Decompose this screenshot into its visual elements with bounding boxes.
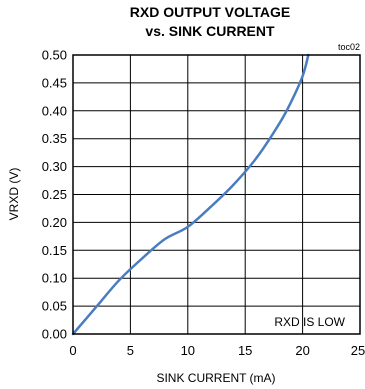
y-tick-labels: 0.00 0.05 0.10 0.15 0.20 0.25 0.30 0.35 0.40 0.45… bbox=[42, 48, 67, 342]
y-tick-label: 0.30 bbox=[42, 159, 67, 174]
series-line-0 bbox=[71, 53, 310, 336]
x-tick-label: 25 bbox=[351, 343, 365, 358]
plot-frame bbox=[72, 54, 361, 335]
x-tick-label: 15 bbox=[238, 343, 252, 358]
chart-title-line1: RXD OUTPUT VOLTAGE bbox=[130, 4, 290, 20]
y-tick-label: 0.35 bbox=[42, 131, 67, 146]
x-tick-label: 5 bbox=[127, 343, 134, 358]
y-tick-label: 0.50 bbox=[42, 48, 67, 63]
y-tick-label: 0.20 bbox=[42, 215, 67, 230]
y-axis-label: VRXD (V) bbox=[7, 168, 21, 221]
y-tick-label: 0.25 bbox=[42, 187, 67, 202]
x-axis-label: SINK CURRENT (mA) bbox=[156, 371, 275, 385]
annotation-rxd-is-low: RXD IS LOW bbox=[274, 315, 345, 329]
y-tick-label: 0.40 bbox=[42, 103, 67, 118]
y-tick-label: 0.00 bbox=[42, 327, 67, 342]
x-tick-label: 10 bbox=[181, 343, 195, 358]
x-tick-label: 0 bbox=[69, 343, 76, 358]
x-tick-label: 20 bbox=[295, 343, 309, 358]
x-tick-labels: 0 5 10 15 20 25 bbox=[69, 343, 365, 358]
series-group bbox=[71, 53, 310, 336]
y-tick-label: 0.05 bbox=[42, 299, 67, 314]
figure-id: toc02 bbox=[338, 42, 360, 52]
y-tick-label: 0.10 bbox=[42, 271, 67, 286]
y-tick-label: 0.45 bbox=[42, 75, 67, 90]
grid bbox=[73, 55, 360, 334]
y-tick-label: 0.15 bbox=[42, 243, 67, 258]
chart-title-line2: vs. SINK CURRENT bbox=[145, 23, 275, 39]
